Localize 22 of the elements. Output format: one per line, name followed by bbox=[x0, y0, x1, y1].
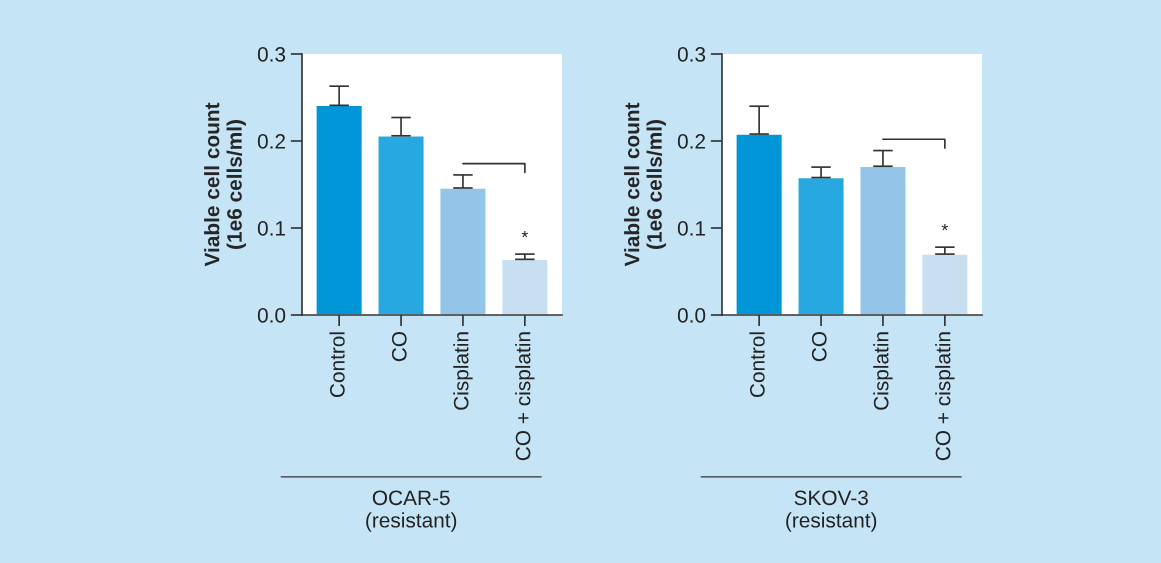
y-tick-label: 0.3 bbox=[677, 47, 706, 62]
y-tick-label: 0.1 bbox=[677, 221, 706, 236]
x-tick-label: CO bbox=[811, 331, 827, 362]
x-axis-title: SKOV-3 (resistant) bbox=[786, 490, 877, 532]
x-tick-label: Cisplatin bbox=[873, 332, 893, 410]
y-axis-title: Viable cell count (1e6 cells/ml) bbox=[624, 102, 666, 267]
y-axis-title: Viable cell count (1e6 cells/ml) bbox=[204, 102, 246, 267]
y-tick-label: 0.1 bbox=[257, 221, 286, 236]
x-tick-label: CO + cisplatin bbox=[935, 332, 955, 461]
x-axis-title: OCAR-5 (resistant) bbox=[366, 490, 457, 532]
x-tick-label: Control bbox=[329, 332, 345, 398]
annotation: * bbox=[941, 224, 949, 231]
x-tick-label: CO bbox=[391, 331, 407, 362]
y-tick-label: 0.0 bbox=[257, 308, 286, 323]
y-tick-label: 0.2 bbox=[257, 134, 285, 149]
x-tick-label: Cisplatin bbox=[453, 332, 473, 410]
y-tick-label: 0.0 bbox=[677, 308, 706, 323]
x-tick-label: CO + cisplatin bbox=[515, 332, 535, 461]
x-tick-label: Control bbox=[749, 332, 765, 398]
y-tick-label: 0.2 bbox=[677, 134, 705, 149]
y-tick-label: 0.3 bbox=[257, 47, 286, 62]
annotation: * bbox=[521, 230, 529, 238]
